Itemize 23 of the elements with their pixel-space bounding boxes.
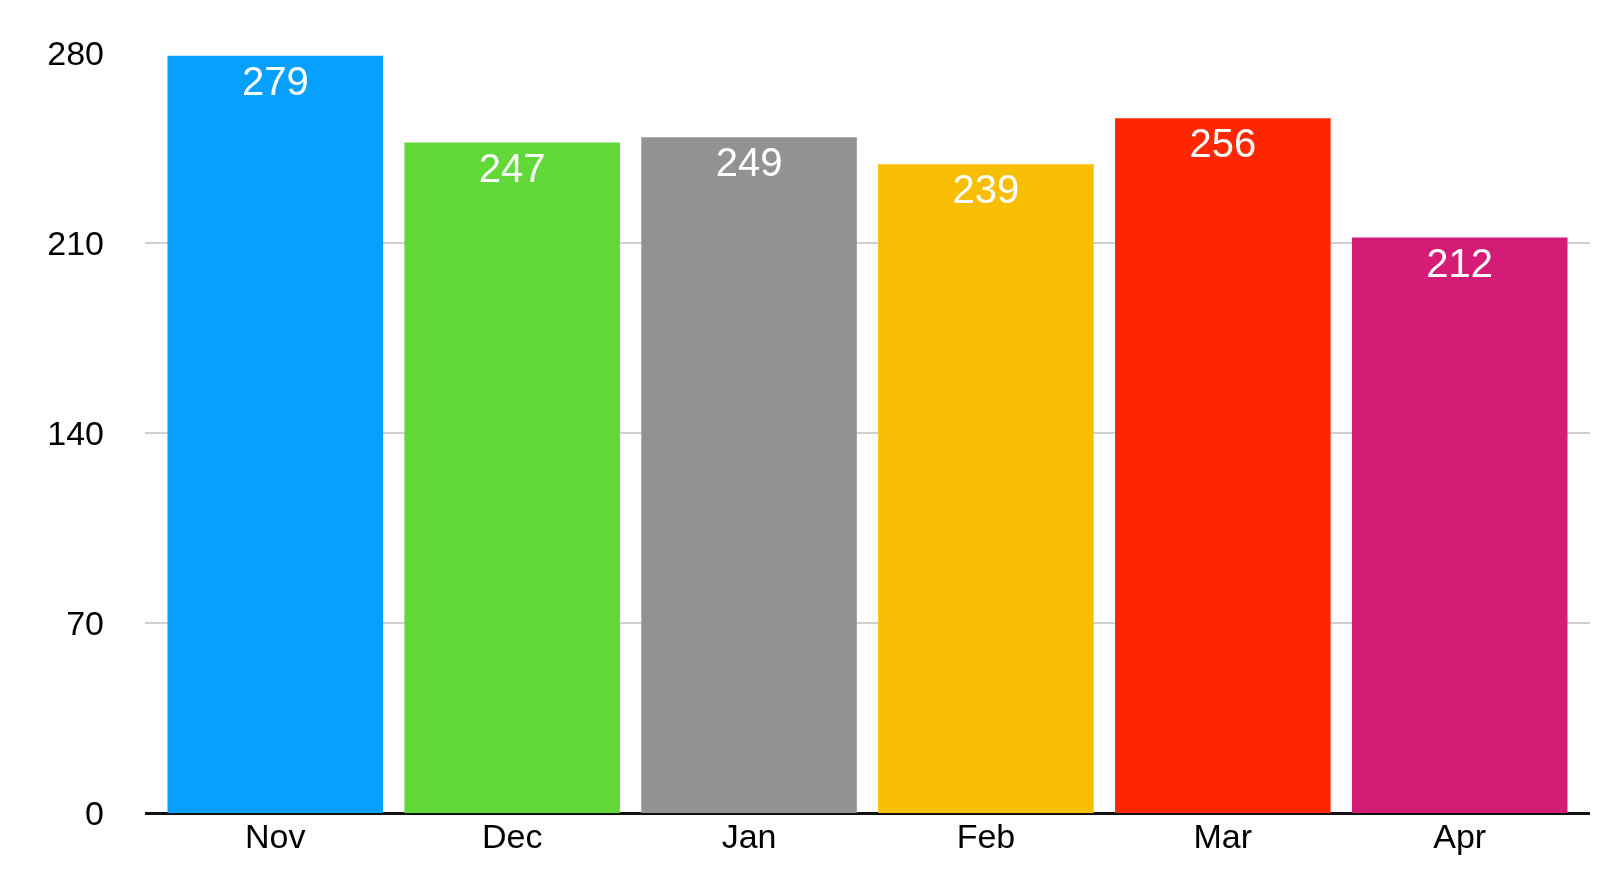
bar <box>641 137 857 813</box>
y-tick-label: 0 <box>85 793 104 832</box>
data-label: 279 <box>241 58 309 103</box>
x-tick-label: Apr <box>1433 817 1487 855</box>
x-tick-label: Dec <box>481 817 543 855</box>
x-tick-label: Mar <box>1193 817 1253 855</box>
bar <box>878 164 1094 813</box>
x-tick-label: Jan <box>721 817 777 855</box>
bar <box>1351 237 1568 813</box>
bar <box>167 55 384 813</box>
data-label: 256 <box>1189 121 1257 166</box>
x-tick-label: Feb <box>956 817 1016 855</box>
bar <box>1115 118 1331 813</box>
y-tick-label: 140 <box>47 413 104 452</box>
data-label: 239 <box>952 167 1020 212</box>
y-tick-label: 210 <box>47 223 104 262</box>
data-label: 247 <box>478 145 546 190</box>
bar <box>404 142 620 813</box>
data-label: 212 <box>1426 240 1494 285</box>
y-tick-label: 280 <box>47 33 104 72</box>
x-tick-label: Nov <box>245 817 306 855</box>
y-tick-label: 70 <box>66 603 104 642</box>
data-label: 249 <box>715 140 783 185</box>
